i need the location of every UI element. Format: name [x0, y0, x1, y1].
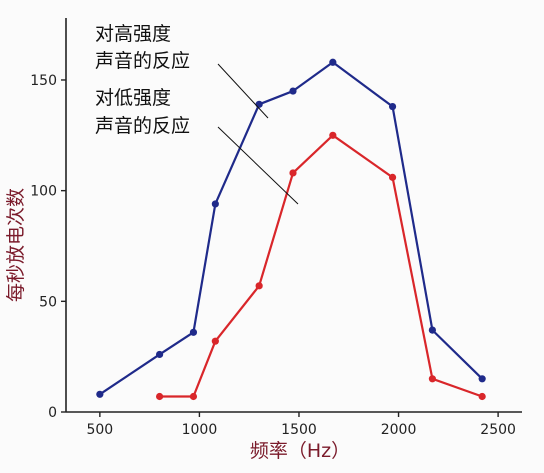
- data-point: [189, 328, 198, 336]
- data-point: [289, 87, 297, 95]
- axes: [65, 18, 522, 413]
- data-point: [478, 392, 486, 401]
- data-point: [388, 102, 397, 111]
- series-line: [99, 61, 483, 396]
- series-line: [159, 134, 483, 398]
- data-point: [255, 100, 263, 108]
- data-point: [255, 282, 263, 290]
- x-tick-label: 1500: [281, 422, 317, 438]
- y-tick-label: 100: [30, 184, 57, 200]
- annotation-low-leader: [217, 126, 299, 205]
- data-point: [428, 375, 436, 383]
- x-tick-label: 500: [86, 422, 113, 438]
- annotation-low-line2: 声音的反应: [95, 115, 190, 137]
- data-point: [155, 392, 164, 401]
- annotation-low: 对低强度 声音的反应: [95, 87, 299, 205]
- series-layer: [96, 58, 486, 401]
- y-tick-label: 50: [39, 294, 57, 310]
- data-point: [289, 169, 297, 177]
- data-point: [96, 390, 104, 398]
- ticks: 500 1000 1500 2000 2500 0 50 100 150: [30, 73, 516, 438]
- data-point: [428, 326, 436, 334]
- data-point: [329, 131, 337, 139]
- y-axis-title: 每秒放电次数: [5, 188, 27, 302]
- data-point: [478, 375, 486, 383]
- x-tick-label: 1000: [182, 422, 218, 438]
- annotation-high-line2: 声音的反应: [95, 50, 190, 72]
- x-axis-title: 频率（Hz）: [250, 440, 350, 462]
- data-point: [189, 392, 198, 401]
- annotation-high: 对高强度 声音的反应: [95, 23, 269, 119]
- series-0: [96, 58, 486, 398]
- x-tick-label: 2500: [480, 422, 516, 438]
- series-1: [155, 131, 486, 401]
- data-point: [211, 337, 219, 345]
- data-point: [388, 173, 397, 181]
- data-point: [155, 350, 164, 359]
- x-tick-label: 2000: [381, 422, 417, 438]
- y-tick-label: 150: [30, 73, 57, 89]
- data-point: [329, 58, 337, 66]
- y-tick-label: 0: [48, 405, 57, 421]
- annotation-low-line1: 对低强度: [95, 87, 171, 109]
- annotation-high-leader: [217, 63, 269, 119]
- annotation-high-line1: 对高强度: [95, 23, 171, 45]
- data-point: [211, 200, 219, 208]
